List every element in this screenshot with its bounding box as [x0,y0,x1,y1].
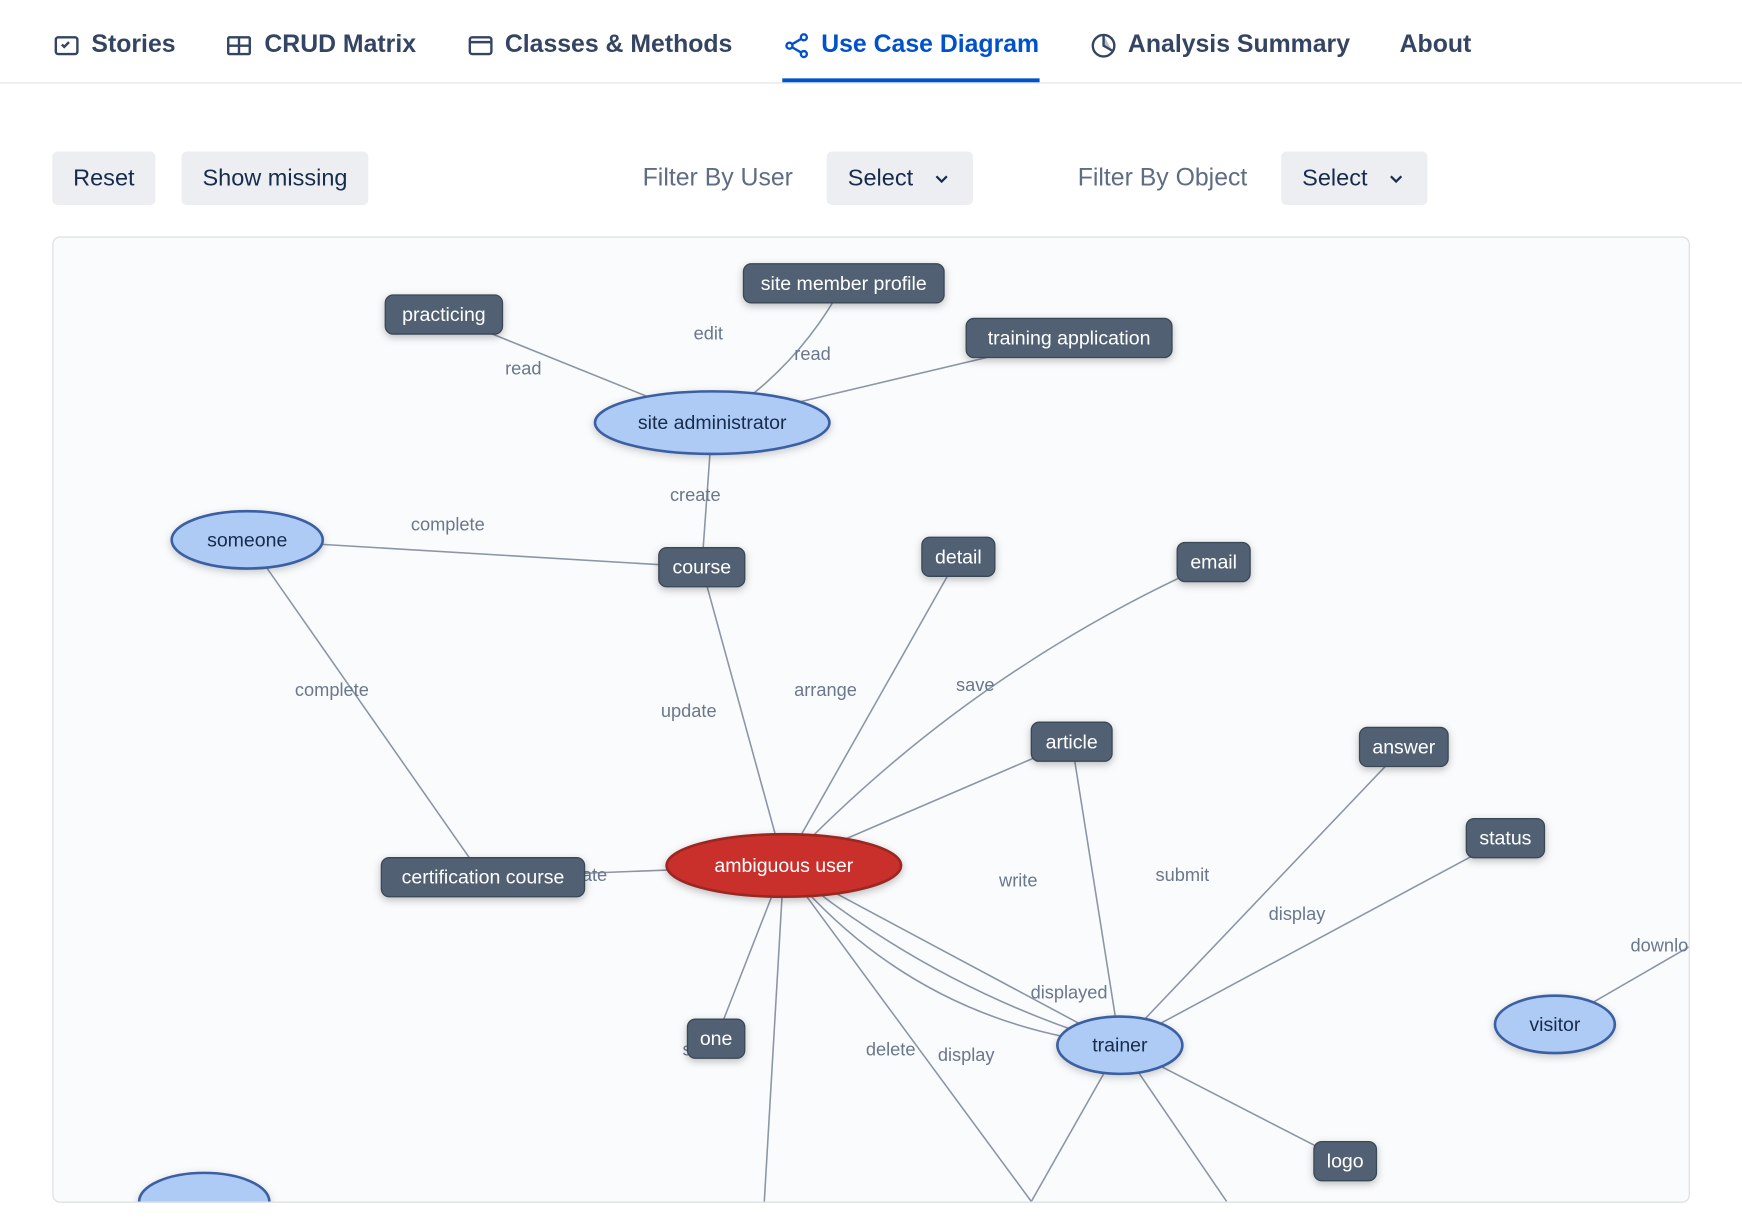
diagram-node[interactable]: article [1031,722,1112,761]
edge-label: display [938,1044,996,1065]
edge-label: display [1269,903,1327,924]
edge-label: complete [411,514,485,535]
use-case-diagram[interactable]: read edit read create complete complete update… [52,236,1690,1202]
edge-label: submit [1156,864,1210,885]
checklist-icon [52,31,81,60]
tab-label: Use Case Diagram [821,31,1039,60]
edge-label: create [670,484,721,505]
edge-label: save [956,674,994,695]
diagram-node[interactable]: detail [922,537,995,576]
edge-label: edit [694,322,723,343]
diagram-node[interactable]: logo [1314,1142,1377,1181]
diagram-edge [764,865,784,1201]
diagram-edge [1120,747,1404,1045]
diagram-node[interactable]: status [1466,819,1544,858]
diagram-node[interactable]: site member profile [743,264,944,303]
diagram-node[interactable]: site administrator [595,391,829,454]
filter-by-user-label: Filter By User [643,164,793,193]
tab-stories[interactable]: Stories [52,31,175,82]
chevron-down-icon [1386,168,1407,189]
tab-label: Stories [91,31,175,60]
tab-bar: Stories CRUD Matrix Classes & Methods Us… [0,0,1742,84]
diagram-edge [784,865,1031,1201]
filter-by-user-select[interactable]: Select [827,151,973,205]
diagram-edge [784,557,959,866]
diagram-node[interactable]: practicing [385,295,502,334]
show-missing-button[interactable]: Show missing [182,151,369,205]
tab-crud-matrix[interactable]: CRUD Matrix [225,31,416,82]
tab-analysis-summary[interactable]: Analysis Summary [1089,31,1350,82]
edge-label: delete [866,1039,916,1060]
share-icon [782,31,811,60]
reset-button[interactable]: Reset [52,151,155,205]
diagram-node[interactable]: training application [966,318,1172,357]
tab-label: About [1400,31,1472,60]
tab-about[interactable]: About [1400,31,1472,82]
edge-label: write [998,869,1037,890]
tab-label: Classes & Methods [505,31,733,60]
filter-by-object-select[interactable]: Select [1281,151,1427,205]
tab-classes-methods[interactable]: Classes & Methods [466,31,733,82]
edge-label: displayed [1031,981,1108,1002]
window-icon [466,31,495,60]
tab-label: Analysis Summary [1128,31,1350,60]
diagram-edge [247,540,483,877]
diagram-node[interactable]: someone [172,511,323,568]
diagram-node[interactable]: answer [1360,727,1449,766]
toolbar: Reset Show missing Filter By User Select… [0,84,1742,237]
diagram-node[interactable]: email [1177,542,1250,581]
select-value: Select [1302,165,1367,192]
edge-label: arrange [794,679,857,700]
edge-label: read [505,357,541,378]
select-value: Select [848,165,913,192]
diagram-node[interactable]: course [659,548,745,587]
diagram-node[interactable]: trainer [1057,1017,1182,1074]
diagram-canvas: read edit read create complete complete update… [54,238,1689,1202]
edge-label: complete [295,679,369,700]
chevron-down-icon [931,168,952,189]
diagram-node[interactable]: visitor [1495,996,1615,1053]
edge-label: update [661,700,717,721]
edge-label: download [1631,934,1689,955]
grid-icon [225,31,254,60]
diagram-node[interactable] [139,1173,269,1202]
diagram-node[interactable]: one [687,1019,744,1058]
diagram-node[interactable]: ambiguous user [667,834,901,897]
edge-label: read [794,343,830,364]
pie-icon [1089,31,1118,60]
tab-use-case-diagram[interactable]: Use Case Diagram [782,31,1039,82]
tab-label: CRUD Matrix [264,31,416,60]
diagram-node[interactable]: certification course [381,858,584,897]
diagram-edge [784,562,1214,865]
filter-by-object-label: Filter By Object [1078,164,1248,193]
